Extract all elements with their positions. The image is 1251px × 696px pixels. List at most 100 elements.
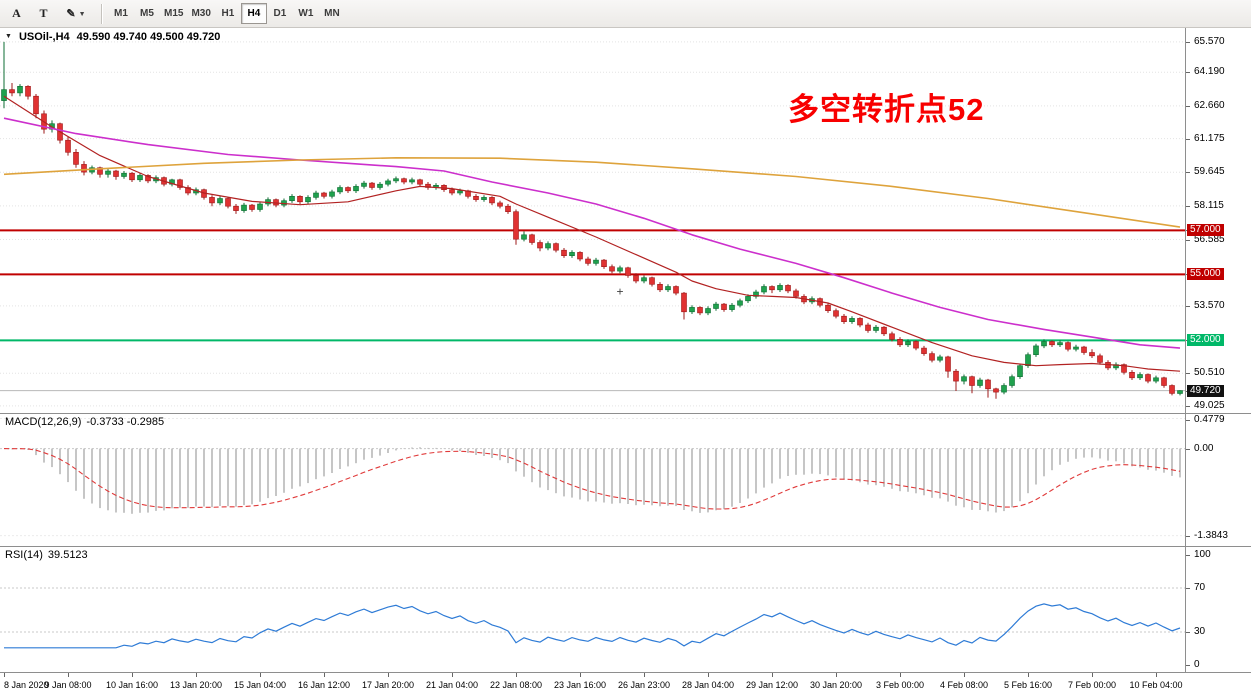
chart-window: + ▼ USOil-,H4 49.590 49.740 49.500 49.72… [0,28,1251,696]
axis-tick [1186,536,1190,537]
rsi-label: RSI(14) 39.5123 [5,549,88,561]
svg-text:+: + [616,284,623,298]
timeframe-button-m30[interactable]: M30 [187,3,214,24]
price-axis[interactable]: 65.570 64.190 62.660 61.175 59.645 58.115 56.5… [1185,28,1251,413]
main-pane: + ▼ USOil-,H4 49.590 49.740 49.500 49.72… [0,28,1251,413]
time-tick [964,673,965,677]
time-label: 29 Jan 12:00 [745,680,799,690]
rsi-chart[interactable]: RSI(14) 39.5123 [0,547,1185,672]
timeframe-button-d1[interactable]: D1 [267,3,293,24]
toolbar-button-t[interactable]: T [31,3,56,25]
pencil-icon: ✎ [66,8,76,20]
timeframe-group: M1 M5 M15 M30 H1 H4 D1 W1 MN [108,0,345,27]
axis-tick [1186,206,1190,207]
time-label: 10 Feb 04:00 [1129,680,1183,690]
axis-tick [1186,306,1190,307]
chart-annotation-text: 多空转折点52 [788,92,985,127]
price-tick-label: 56.585 [1194,234,1225,245]
current-price-badge: 49.720 [1187,385,1224,397]
macd-chart[interactable]: MACD(12,26,9) -0.3733 -0.2985 [0,414,1185,546]
time-label: 30 Jan 20:00 [809,680,863,690]
rsi-value: 39.5123 [47,549,88,561]
time-label: 13 Jan 20:00 [169,680,223,690]
rsi-canvas [0,587,1185,649]
time-tick [1028,673,1029,677]
rsi-tick-label: 70 [1194,582,1206,593]
macd-canvas [0,418,1185,537]
time-tick [324,673,325,677]
time-label: 3 Feb 00:00 [875,680,925,690]
timeframe-button-w1[interactable]: W1 [293,3,319,24]
pane-separator[interactable] [0,413,1251,414]
price-tick-label: 58.115 [1194,200,1224,211]
macd-axis[interactable]: 0.4779 0.00 -1.3843 [1185,414,1251,546]
axis-tick [1186,555,1190,556]
toolbar-separator [101,3,102,24]
axis-tick [1186,632,1190,633]
time-axis[interactable]: 8 Jan 2020 9 Jan 08:00 10 Jan 16:00 13 Jan … [0,673,1251,696]
time-label: 22 Jan 08:00 [489,680,543,690]
time-label: 28 Jan 04:00 [681,680,735,690]
time-label: 9 Jan 08:00 [44,680,92,690]
time-label: 7 Feb 00:00 [1067,680,1117,690]
time-tick [708,673,709,677]
timeframe-button-mn[interactable]: MN [319,3,345,24]
time-tick [644,673,645,677]
axis-tick [1186,406,1190,407]
axis-tick [1186,240,1190,241]
time-tick [452,673,453,677]
macd-tick-label: 0.00 [1194,443,1214,454]
timeframe-button-m15[interactable]: M15 [160,3,187,24]
time-label: 15 Jan 04:00 [233,680,287,690]
time-tick [836,673,837,677]
macd-tick-label: 0.4779 [1194,414,1225,425]
axis-tick [1186,42,1190,43]
timeframe-button-m5[interactable]: M5 [134,3,160,24]
rsi-tick-label: 30 [1194,626,1206,637]
chart-dropdown-icon[interactable]: ▼ [5,33,12,40]
time-label: 23 Jan 16:00 [553,680,607,690]
time-tick [260,673,261,677]
rsi-tick-label: 100 [1194,549,1211,560]
pane-separator[interactable] [0,546,1251,547]
axis-tick [1186,588,1190,589]
time-tick [580,673,581,677]
price-tick-label: 64.190 [1194,66,1225,77]
price-chart[interactable]: + ▼ USOil-,H4 49.590 49.740 49.500 49.72… [0,28,1185,413]
price-tick-label: 62.660 [1194,100,1225,111]
rsi-axis[interactable]: 100 70 30 0 [1185,547,1251,672]
time-label: 26 Jan 23:00 [617,680,671,690]
time-tick [4,673,5,677]
time-tick [516,673,517,677]
axis-tick [1186,373,1190,374]
macd-pane: MACD(12,26,9) -0.3733 -0.2985 0.4779 0.00 -… [0,414,1251,546]
pane-separator[interactable] [0,672,1251,673]
time-label: 8 Jan 2020 [4,680,49,690]
price-tick-label: 49.025 [1194,400,1225,411]
price-line-badge: 52.000 [1187,334,1224,346]
timeframe-button-h4[interactable]: H4 [240,3,267,24]
timeframe-button-h1[interactable]: H1 [215,3,241,24]
symbol-timeframe-label: USOil-,H4 [18,31,70,43]
chart-title: ▼ USOil-,H4 49.590 49.740 49.500 49.720 [5,31,220,43]
axis-tick [1186,420,1190,421]
macd-tick-label: -1.3843 [1194,530,1228,541]
timeframe-button-m1[interactable]: M1 [108,3,134,24]
time-tick [132,673,133,677]
macd-label: MACD(12,26,9) -0.3733 -0.2985 [5,416,164,428]
price-line-badge: 55.000 [1187,268,1224,280]
price-tick-label: 65.570 [1194,36,1225,47]
toolbar-button-a[interactable]: A [4,3,29,25]
price-tick-label: 50.510 [1194,367,1225,378]
axis-tick [1186,665,1190,666]
rsi-pane: RSI(14) 39.5123 100 70 30 0 [0,547,1251,672]
rsi-name: RSI(14) [5,549,43,561]
axis-tick [1186,449,1190,450]
ohlc-values: 49.590 49.740 49.500 49.720 [76,31,221,43]
time-tick [1092,673,1093,677]
draw-tool-dropdown[interactable]: ✎ ▼ [58,3,94,25]
time-label: 16 Jan 12:00 [297,680,351,690]
price-tick-label: 59.645 [1194,166,1225,177]
